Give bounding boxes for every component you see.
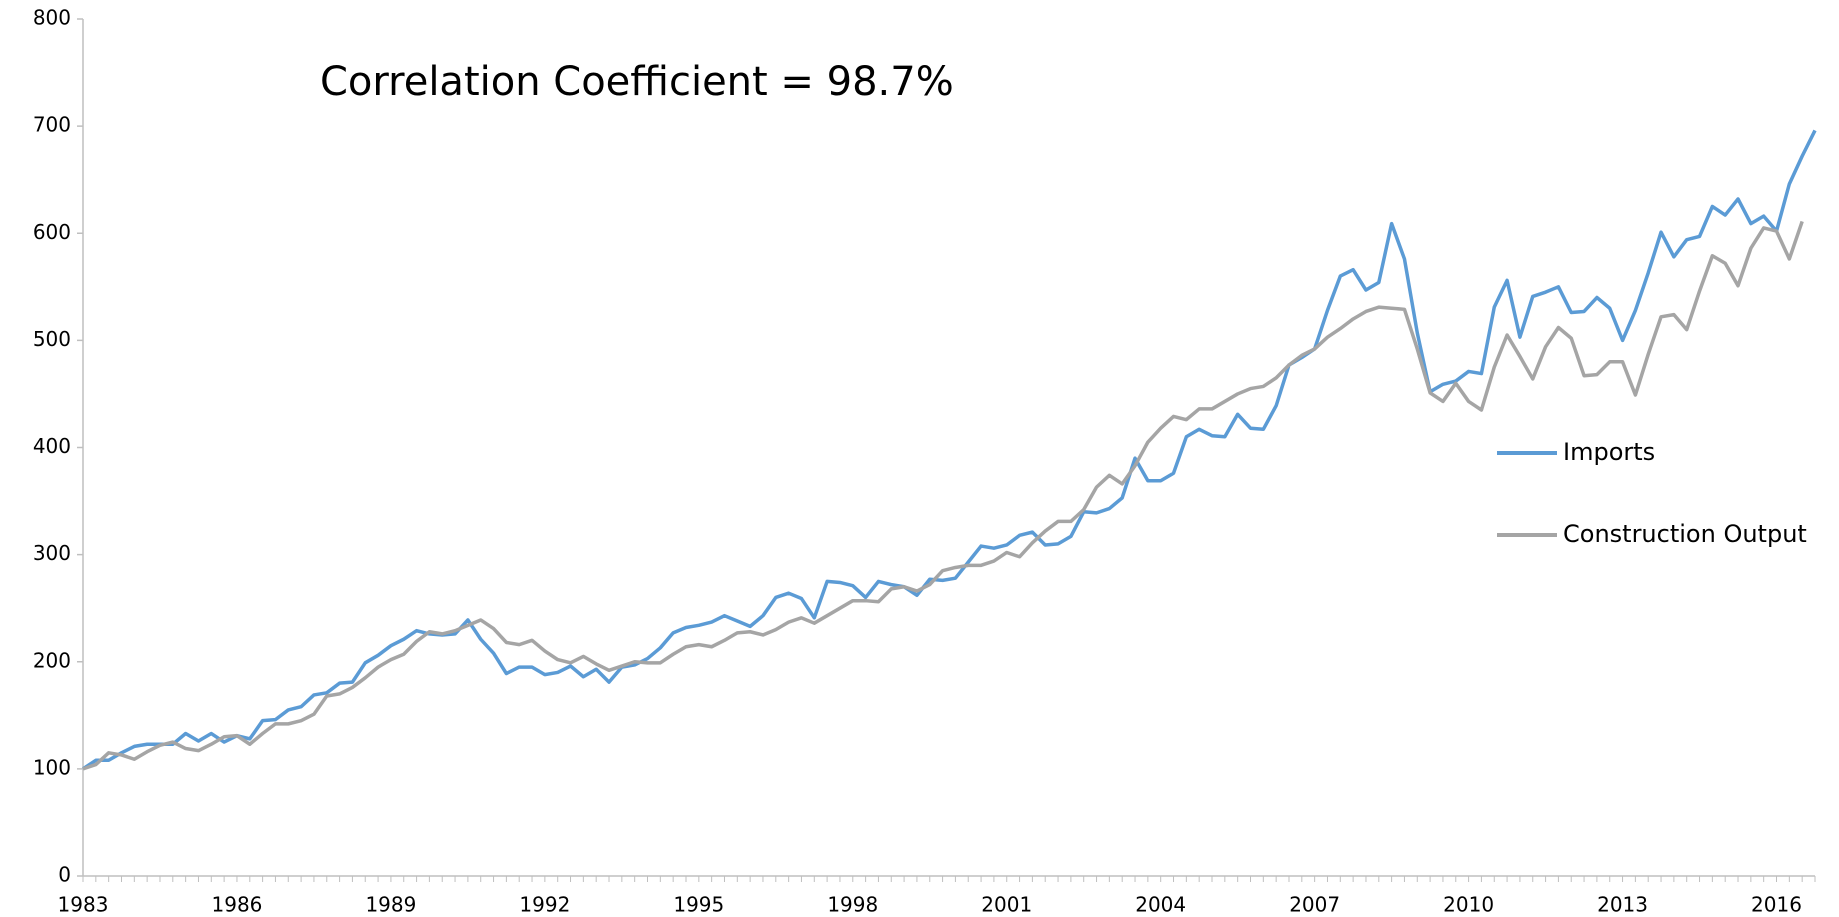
annotation: Correlation Coefficient = 98.7% (320, 59, 954, 105)
y-tick-label: 400 (33, 434, 71, 458)
y-tick-label: 0 (58, 863, 71, 887)
x-tick-label: 1998 (827, 893, 878, 917)
x-tick-label: 2001 (981, 893, 1032, 917)
x-tick-label: 1983 (58, 893, 109, 917)
x-tick-label: 1995 (673, 893, 724, 917)
y-tick-label: 800 (33, 6, 71, 30)
x-tick-label: 2010 (1443, 893, 1494, 917)
y-tick-label: 300 (33, 541, 71, 565)
line-series (82, 129, 1817, 771)
legend-label: Imports (1563, 438, 1655, 466)
y-tick-label: 500 (33, 327, 71, 351)
x-tick-label: 2016 (1751, 893, 1802, 917)
line-series (82, 220, 1804, 771)
y-tick-label: 200 (33, 648, 71, 672)
x-tick-label: 1986 (212, 893, 263, 917)
x-tick-label: 2013 (1597, 893, 1648, 917)
x-tick-label: 1992 (519, 893, 570, 917)
y-tick-label: 600 (33, 220, 71, 244)
x-tick-label: 2004 (1135, 893, 1186, 917)
y-tick-label: 700 (33, 113, 71, 137)
x-tick-label: 2007 (1289, 893, 1340, 917)
legend-label: Construction Output (1563, 520, 1807, 548)
y-tick-label: 100 (33, 755, 71, 779)
x-tick-label: 1989 (365, 893, 416, 917)
